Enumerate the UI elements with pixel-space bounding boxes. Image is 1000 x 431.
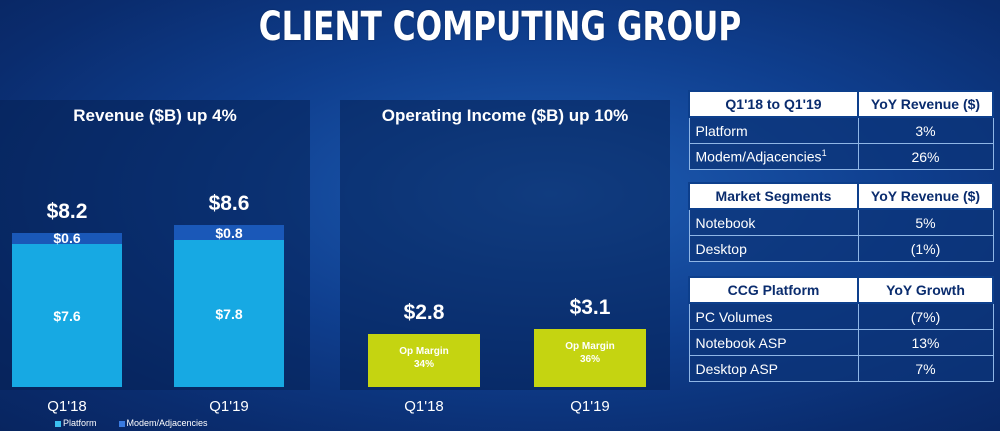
row-label: Platform <box>688 116 859 144</box>
bar-platform <box>174 240 284 387</box>
table-row: Notebook 5% <box>688 208 994 236</box>
value-label: $2.8 <box>403 301 445 325</box>
legend-item-platform: Platform <box>55 418 97 428</box>
bar-op-income <box>368 334 480 387</box>
legend-item-modem: Modem/Adjacencies <box>118 418 208 428</box>
table-header: YoY Revenue ($) <box>857 182 994 210</box>
table-ccg-platform: CCG Platform YoY Growth PC Volumes (7%) … <box>688 276 994 382</box>
row-value: 3% <box>857 116 994 144</box>
table-header-row: Market Segments YoY Revenue ($) <box>688 182 994 210</box>
bar-modem-adjacencies <box>174 225 284 241</box>
bar-label-platform: $7.6 <box>53 307 81 324</box>
row-label: Notebook <box>688 208 859 236</box>
bar-op-income <box>534 328 646 387</box>
table-header: Q1'18 to Q1'19 <box>688 90 859 118</box>
op-income-chart-title: Operating Income ($B) up 10% <box>381 106 629 125</box>
table-header: CCG Platform <box>688 276 859 304</box>
bar-modem-adjacencies <box>12 232 122 245</box>
category-label: Q1'18 <box>404 398 444 415</box>
total-label: $8.2 <box>46 199 88 223</box>
table-market-segments: Market Segments YoY Revenue ($) Notebook… <box>688 182 994 262</box>
op-margin-value: 34% <box>413 359 434 371</box>
table-header: Market Segments <box>688 182 859 210</box>
legend-swatch-platform <box>55 420 61 427</box>
page-title: CLIENT COMPUTING GROUP <box>258 4 742 50</box>
row-value: 13% <box>857 329 994 356</box>
total-label: $8.6 <box>208 192 250 216</box>
revenue-legend: Platform Modem/Adjacencies <box>55 418 208 428</box>
row-value: 7% <box>857 355 994 382</box>
legend-swatch-modem <box>118 420 125 427</box>
row-label: Desktop ASP <box>688 355 859 382</box>
table-revenue-breakdown: Q1'18 to Q1'19 YoY Revenue ($) Platform … <box>688 90 994 170</box>
category-label: Q1'19 <box>209 398 249 415</box>
table-row: Notebook ASP 13% <box>688 329 994 356</box>
row-value: 5% <box>857 208 994 236</box>
op-margin-label: Op Margin <box>399 346 449 358</box>
row-label: Notebook ASP <box>688 329 859 356</box>
row-label: Desktop <box>688 235 859 262</box>
category-label: Q1'18 <box>47 398 87 415</box>
revenue-chart-title: Revenue ($B) up 4% <box>73 106 237 125</box>
bar-label-modem: $0.6 <box>53 230 81 247</box>
row-label: PC Volumes <box>688 302 859 330</box>
row-value: 26% <box>857 143 994 170</box>
table-header-row: Q1'18 to Q1'19 YoY Revenue ($) <box>688 90 994 118</box>
legend-label-modem: Modem/Adjacencies <box>126 418 208 428</box>
op-margin-value: 36% <box>579 353 600 365</box>
op-margin-label: Op Margin <box>565 340 615 352</box>
bar-label-platform: $7.8 <box>215 305 243 322</box>
table-row: Desktop (1%) <box>688 235 994 262</box>
value-label: $3.1 <box>569 295 611 319</box>
legend-label-platform: Platform <box>63 418 97 428</box>
bar-platform <box>12 244 122 387</box>
table-row: PC Volumes (7%) <box>688 302 994 330</box>
row-label: Modem/Adjacencies1 <box>688 143 859 170</box>
table-row: Platform 3% <box>688 116 994 144</box>
footnote-marker: 1 <box>821 148 827 159</box>
row-value: (1%) <box>857 235 994 262</box>
table-header: YoY Revenue ($) <box>857 90 994 118</box>
category-label: Q1'19 <box>570 398 610 415</box>
table-row: Modem/Adjacencies1 26% <box>688 143 994 170</box>
table-header-row: CCG Platform YoY Growth <box>688 276 994 304</box>
table-row: Desktop ASP 7% <box>688 355 994 382</box>
bar-label-modem: $0.8 <box>215 224 243 241</box>
table-header: YoY Growth <box>857 276 994 304</box>
row-value: (7%) <box>857 302 994 330</box>
